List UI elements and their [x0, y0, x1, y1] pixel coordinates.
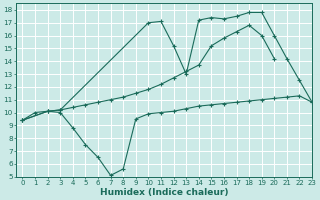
X-axis label: Humidex (Indice chaleur): Humidex (Indice chaleur): [100, 188, 228, 197]
